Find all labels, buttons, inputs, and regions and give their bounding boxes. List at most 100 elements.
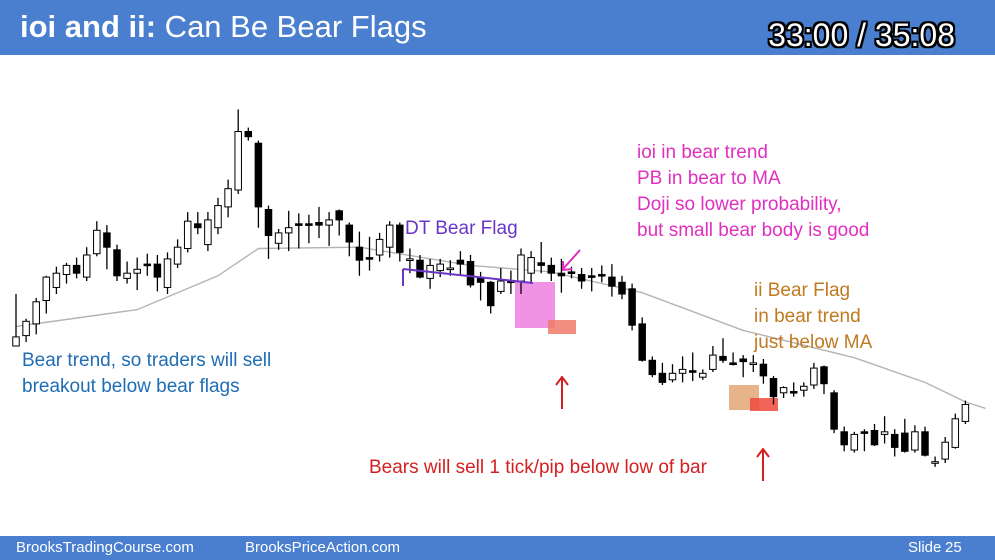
candlestick xyxy=(911,425,919,453)
candlestick xyxy=(426,258,434,289)
slide-label: Slide xyxy=(908,539,942,556)
candlestick xyxy=(608,264,616,297)
candlestick xyxy=(163,252,172,294)
candlestick xyxy=(133,257,141,291)
red-up-arrow-left xyxy=(555,376,569,409)
bear-trend-note-line: breakout below bear flags xyxy=(22,376,240,397)
ii-note-line: ii Bear Flag xyxy=(754,280,851,301)
candlestick xyxy=(93,221,101,257)
candlestick xyxy=(234,109,242,194)
candlestick xyxy=(759,359,768,384)
candlestick xyxy=(295,213,303,249)
candlestick xyxy=(921,426,929,457)
candlestick xyxy=(961,400,970,424)
candlestick xyxy=(577,268,586,289)
candlestick xyxy=(901,418,909,453)
candlestick xyxy=(850,431,859,453)
candlestick xyxy=(931,456,939,467)
candlestick xyxy=(779,386,788,398)
bear-trend-note: Bear trend, so traders will sell breakou… xyxy=(22,348,271,400)
candlestick xyxy=(153,255,162,292)
candlestick xyxy=(416,255,424,279)
candlestick xyxy=(951,413,960,449)
candlestick xyxy=(143,253,152,276)
candlestick xyxy=(305,214,313,244)
candlestick xyxy=(486,281,495,314)
bear-trend-note-line: Bear trend, so traders will sell xyxy=(22,350,272,371)
candlestick xyxy=(183,212,192,253)
candlestick xyxy=(941,437,949,463)
candlestick xyxy=(688,352,697,382)
candlestick xyxy=(769,375,778,405)
candlestick xyxy=(527,251,535,283)
candlestick xyxy=(274,229,283,250)
candlestick xyxy=(72,257,81,279)
candlestick xyxy=(618,275,626,300)
timecode: 33:00 / 35:08 xyxy=(768,17,955,53)
candlestick xyxy=(52,266,61,294)
candlestick xyxy=(547,257,556,281)
ii-note-line: in bear trend xyxy=(754,306,861,327)
dt-bear-flag-label: DT Bear Flag xyxy=(405,218,518,239)
ioi-note-line: ioi in bear trend xyxy=(637,142,768,163)
candlestick xyxy=(355,231,364,276)
candlestick xyxy=(749,355,758,372)
candlestick xyxy=(436,258,444,278)
candlestick xyxy=(820,365,828,395)
candlestick xyxy=(507,270,515,294)
ii-entry-marker xyxy=(750,398,778,411)
candlestick xyxy=(668,364,677,383)
dt-bear-flag-line xyxy=(402,268,534,284)
candlestick xyxy=(214,197,222,235)
candlestick xyxy=(254,140,263,228)
price-chart xyxy=(12,109,986,467)
candlestick xyxy=(537,242,545,274)
candlestick xyxy=(810,362,818,389)
candlestick xyxy=(789,382,798,397)
candlestick xyxy=(82,247,91,281)
candlestick xyxy=(173,239,182,268)
candlestick xyxy=(345,222,354,257)
candlestick xyxy=(264,205,273,259)
footer-center-site: BrooksPriceAction.com xyxy=(245,539,401,556)
candlestick xyxy=(800,382,808,397)
candlestick xyxy=(870,424,879,447)
candlestick xyxy=(840,426,848,452)
candlestick xyxy=(890,429,899,457)
candlestick xyxy=(719,338,727,363)
candlestick xyxy=(709,346,717,372)
ioi-note-line: Doji so lower probability, xyxy=(637,194,842,215)
candlestick xyxy=(658,362,667,385)
candlestick xyxy=(194,212,202,235)
footer-left-site: BrooksTradingCourse.com xyxy=(16,539,194,556)
candlestick xyxy=(12,294,20,347)
candlestick xyxy=(224,179,232,218)
ii-note: ii Bear Flag in bear trend just below MA xyxy=(754,278,872,356)
candlestick xyxy=(396,222,404,262)
title-bar: ioi and ii: Can Be Bear Flags 33:00 / 35… xyxy=(0,0,995,55)
candlestick xyxy=(103,225,111,270)
ii-note-line: just below MA xyxy=(754,332,873,353)
candlestick xyxy=(587,268,596,292)
red-up-arrow-right xyxy=(756,448,770,481)
candlestick xyxy=(729,352,737,366)
candlestick xyxy=(678,356,687,383)
slide-title-bold: ioi and ii: xyxy=(20,9,157,44)
candlestick xyxy=(335,209,343,236)
ioi-note: ioi in bear trend PB in bear to MA Doji … xyxy=(637,140,869,244)
candlestick xyxy=(739,355,747,378)
candlestick xyxy=(628,283,636,331)
candlestick xyxy=(315,206,323,239)
candlestick xyxy=(385,221,394,258)
candlestick xyxy=(123,261,131,284)
candlestick xyxy=(284,210,293,252)
candlestick xyxy=(497,268,505,294)
slide-number: 25 xyxy=(945,539,962,556)
candlestick xyxy=(32,297,40,335)
candlestick xyxy=(598,265,606,283)
candlestick xyxy=(830,390,838,434)
candlestick xyxy=(699,369,707,380)
candlestick xyxy=(204,212,212,252)
magenta-arrow xyxy=(562,249,581,272)
slide-title: ioi and ii: Can Be Bear Flags xyxy=(20,8,427,46)
